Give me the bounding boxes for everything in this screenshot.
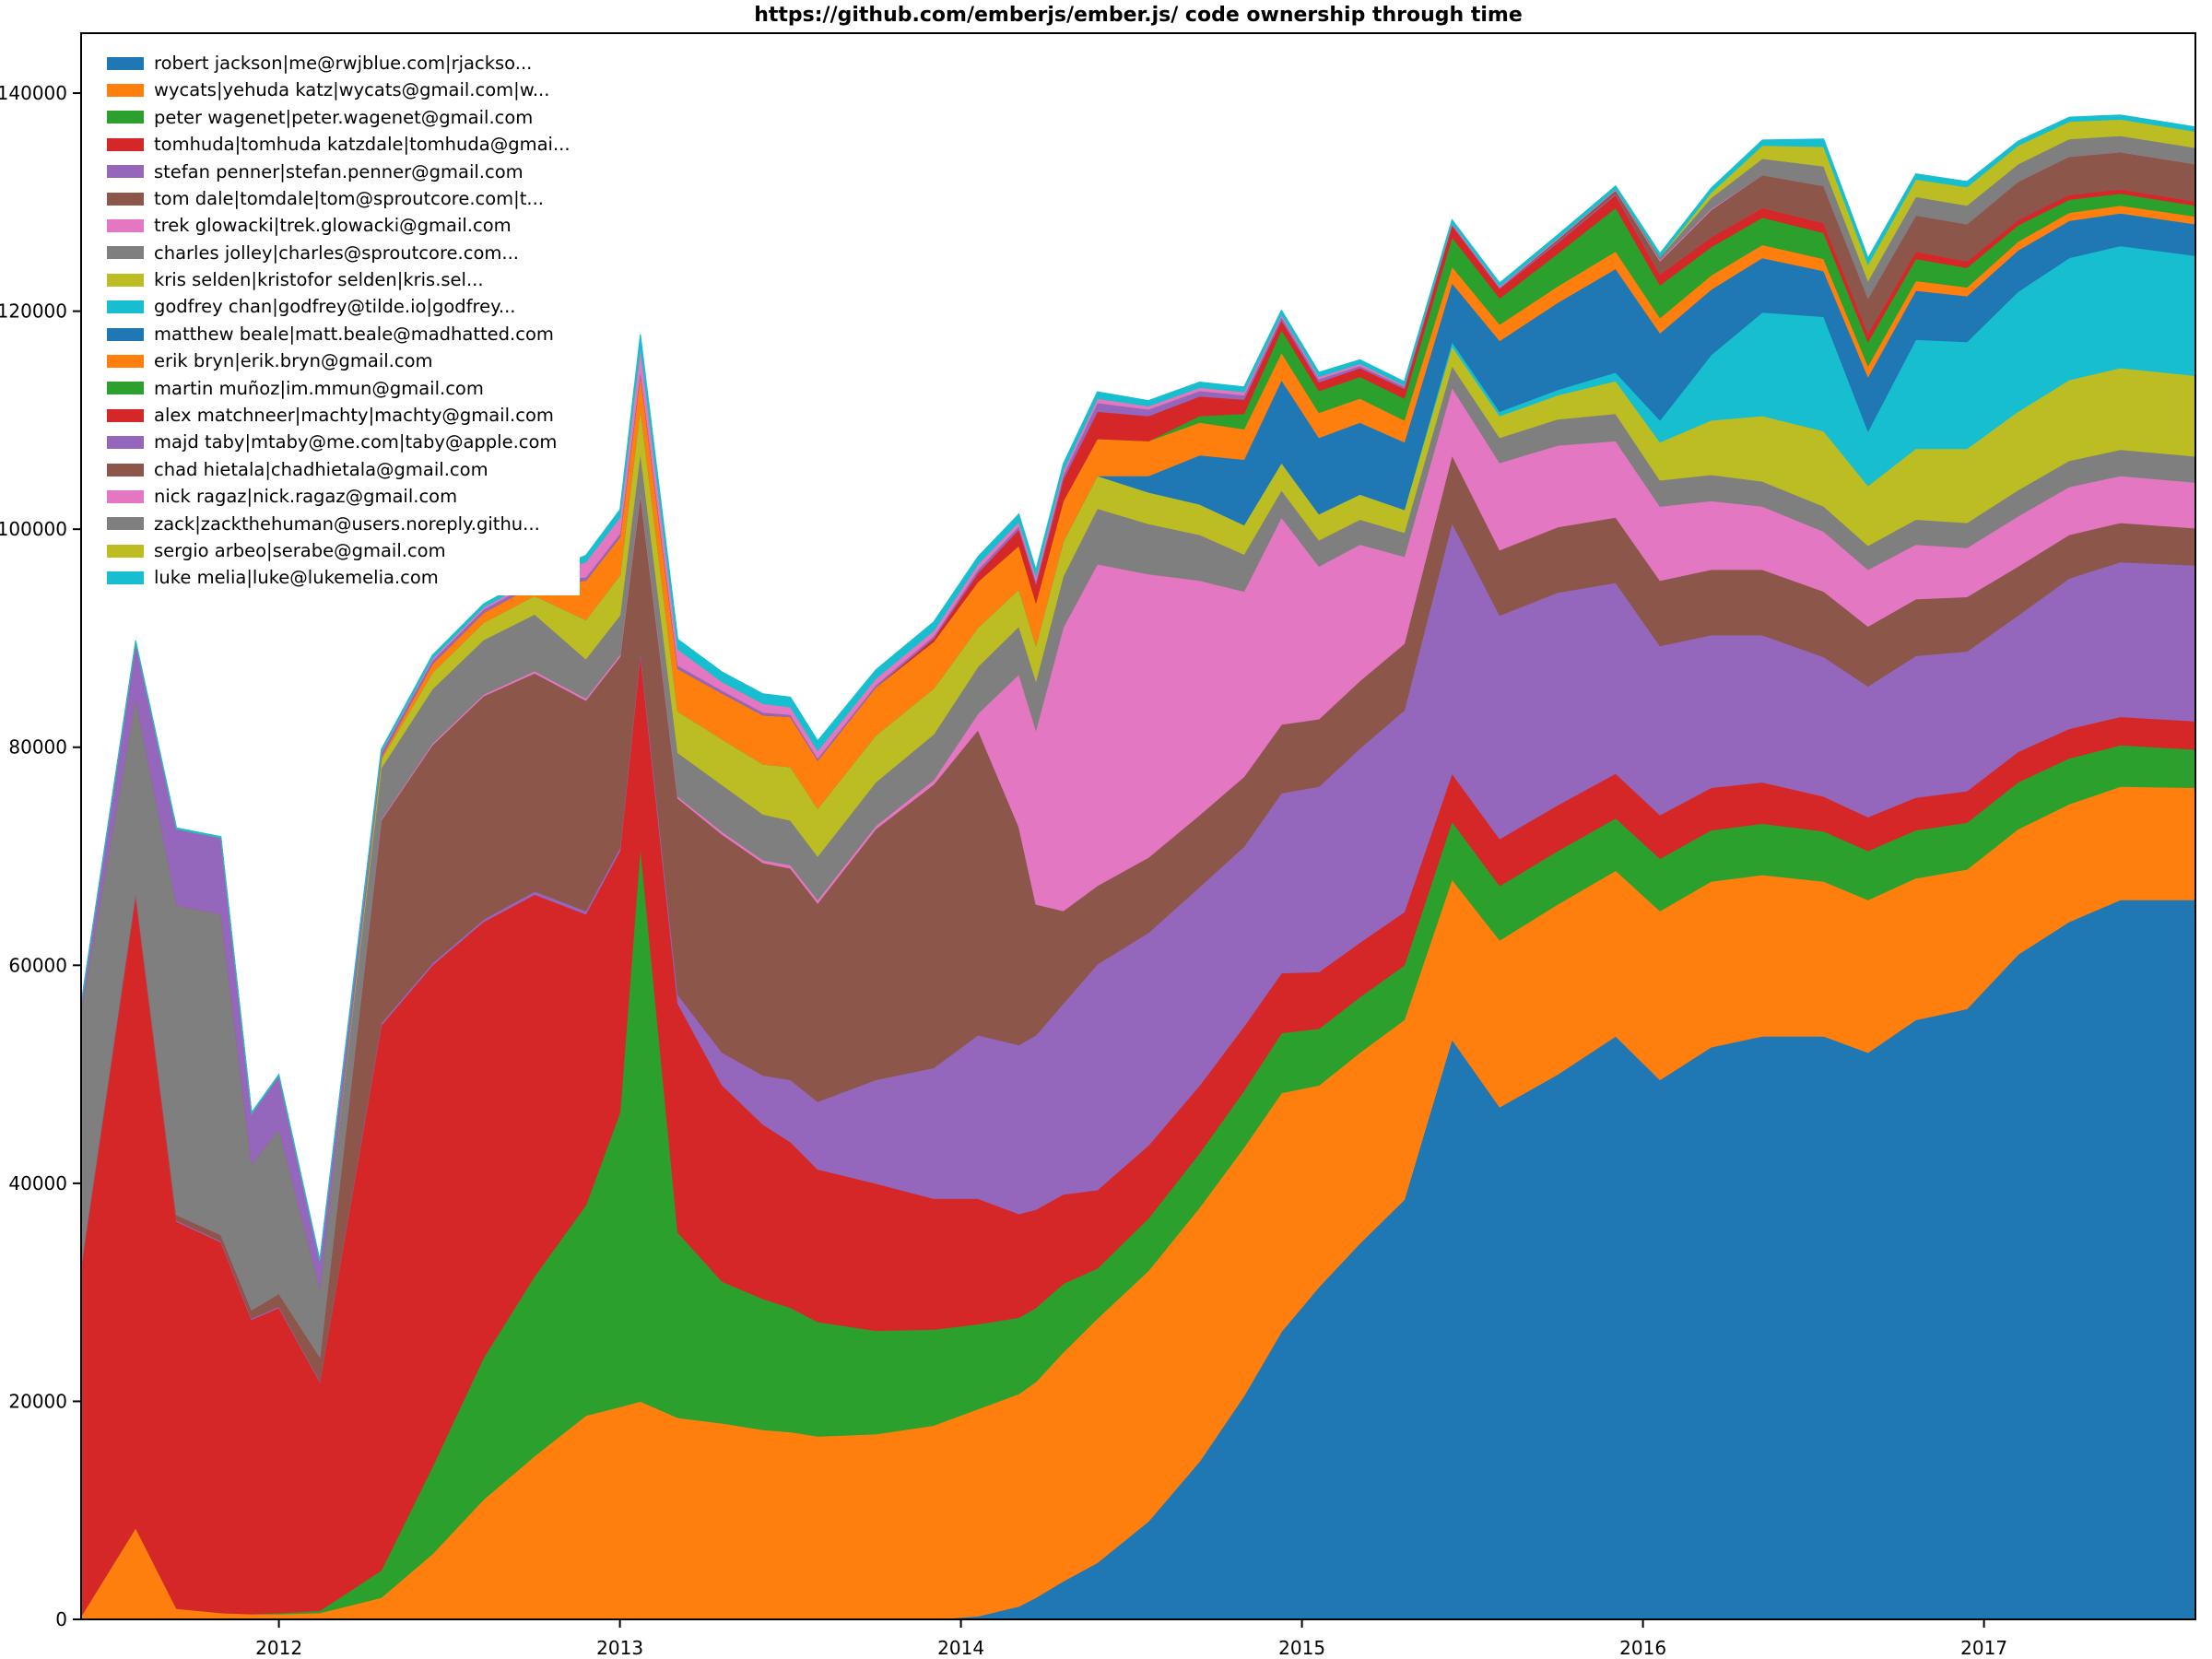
legend-label: charles jolley|charles@sproutcore.com... <box>154 241 519 264</box>
legend-label: majd taby|mtaby@me.com|taby@apple.com <box>154 431 558 453</box>
legend-item-alex-matchneer: alex matchneer|machty|machty@gmail.com <box>107 402 571 429</box>
legend-label: luke melia|luke@lukemelia.com <box>154 567 439 589</box>
legend-item-luke-melia: luke melia|luke@lukemelia.com <box>107 564 571 591</box>
y-tick-label: 20000 <box>8 1390 67 1412</box>
legend-label: nick ragaz|nick.ragaz@gmail.com <box>154 486 458 508</box>
legend-label: wycats|yehuda katz|wycats@gmail.com|w... <box>154 79 550 101</box>
y-tick-label: 0 <box>55 1608 67 1630</box>
legend-swatch-icon <box>107 273 144 287</box>
legend-item-majd-taby: majd taby|mtaby@me.com|taby@apple.com <box>107 429 571 455</box>
y-tick-label: 100000 <box>0 518 67 540</box>
legend-swatch-icon <box>107 489 144 503</box>
legend-item-tom-dale: tom dale|tomdale|tom@sproutcore.com|t... <box>107 185 571 212</box>
legend-swatch-icon <box>107 84 144 98</box>
chart-title: https://github.com/emberjs/ember.js/ cod… <box>754 4 1523 27</box>
legend-item-kris-selden: kris selden|kristofor selden|kris.sel... <box>107 266 571 293</box>
legend-swatch-icon <box>107 517 144 531</box>
y-tick-label: 80000 <box>8 736 67 759</box>
legend-label: robert jackson|me@rwjblue.com|rjackso... <box>154 52 533 74</box>
legend-label: martin muñoz|im.mmun@gmail.com <box>154 377 484 399</box>
x-tick-label: 2017 <box>1960 1637 2007 1659</box>
legend-swatch-icon <box>107 327 144 341</box>
legend-item-stefan-penner: stefan penner|stefan.penner@gmail.com <box>107 159 571 185</box>
legend-item-charles-jolley: charles jolley|charles@sproutcore.com... <box>107 240 571 266</box>
legend-swatch-icon <box>107 165 144 179</box>
legend-label: tomhuda|tomhuda katzdale|tomhuda@gmai... <box>154 134 571 156</box>
legend-label: zack|zackthehuman@users.noreply.githu... <box>154 512 540 535</box>
legend-swatch-icon <box>107 192 144 206</box>
x-axis: 2012 2013 2014 2015 2016 2017 <box>255 1619 2007 1659</box>
legend-swatch-icon <box>107 56 144 70</box>
legend-swatch-icon <box>107 300 144 314</box>
plot-border <box>80 32 2196 1620</box>
legend-label: peter wagenet|peter.wagenet@gmail.com <box>154 106 534 128</box>
legend-item-wycats: wycats|yehuda katz|wycats@gmail.com|w... <box>107 76 571 103</box>
legend-item-trek-glowacki: trek glowacki|trek.glowacki@gmail.com <box>107 212 571 239</box>
legend-item-sergio-arbeo: sergio arbeo|serabe@gmail.com <box>107 537 571 564</box>
legend-label: alex matchneer|machty|machty@gmail.com <box>154 405 554 427</box>
y-tick-label: 40000 <box>8 1172 67 1194</box>
legend-label: chad hietala|chadhietala@gmail.com <box>154 458 488 480</box>
legend-swatch-icon <box>107 246 144 260</box>
legend-item-tomhuda: tomhuda|tomhuda katzdale|tomhuda@gmai... <box>107 131 571 158</box>
legend-item-peter-wagenet: peter wagenet|peter.wagenet@gmail.com <box>107 104 571 131</box>
legend: robert jackson|me@rwjblue.com|rjackso...… <box>103 46 580 595</box>
legend-label: tom dale|tomdale|tom@sproutcore.com|t... <box>154 187 544 209</box>
legend-swatch-icon <box>107 544 144 558</box>
legend-label: erik bryn|erik.bryn@gmail.com <box>154 350 433 372</box>
legend-swatch-icon <box>107 219 144 233</box>
legend-item-matthew-beale: matthew beale|matt.beale@madhatted.com <box>107 321 571 347</box>
legend-swatch-icon <box>107 382 144 395</box>
x-tick-label: 2014 <box>937 1637 984 1659</box>
legend-item-robert-jackson: robert jackson|me@rwjblue.com|rjackso... <box>107 50 571 76</box>
y-tick-label: 60000 <box>8 954 67 976</box>
legend-swatch-icon <box>107 111 144 124</box>
legend-item-zack: zack|zackthehuman@users.noreply.githu... <box>107 511 571 537</box>
x-tick-label: 2012 <box>255 1637 302 1659</box>
y-axis: 0 20000 40000 60000 80000 100000 120000 140000 <box>0 82 81 1630</box>
y-tick-label: 120000 <box>0 300 67 323</box>
legend-item-godfrey-chan: godfrey chan|godfrey@tilde.io|godfrey... <box>107 294 571 321</box>
x-tick-label: 2013 <box>596 1637 643 1659</box>
legend-swatch-icon <box>107 408 144 422</box>
legend-swatch-icon <box>107 571 144 585</box>
legend-swatch-icon <box>107 137 144 151</box>
legend-swatch-icon <box>107 463 144 477</box>
x-tick-label: 2016 <box>1619 1637 1666 1659</box>
legend-swatch-icon <box>107 436 144 450</box>
legend-label: matthew beale|matt.beale@madhatted.com <box>154 323 554 345</box>
x-tick-label: 2015 <box>1278 1637 1325 1659</box>
legend-label: kris selden|kristofor selden|kris.sel... <box>154 269 484 291</box>
legend-item-martin-munoz: martin muñoz|im.mmun@gmail.com <box>107 375 571 402</box>
legend-label: sergio arbeo|serabe@gmail.com <box>154 539 446 561</box>
legend-label: stefan penner|stefan.penner@gmail.com <box>154 160 524 182</box>
areas <box>80 114 2196 1620</box>
legend-item-nick-ragaz: nick ragaz|nick.ragaz@gmail.com <box>107 483 571 510</box>
legend-label: godfrey chan|godfrey@tilde.io|godfrey... <box>154 296 516 318</box>
legend-item-erik-bryn: erik bryn|erik.bryn@gmail.com <box>107 347 571 374</box>
legend-item-chad-hietala: chad hietala|chadhietala@gmail.com <box>107 456 571 483</box>
y-tick-label: 140000 <box>0 82 67 104</box>
legend-swatch-icon <box>107 354 144 368</box>
legend-label: trek glowacki|trek.glowacki@gmail.com <box>154 215 512 237</box>
